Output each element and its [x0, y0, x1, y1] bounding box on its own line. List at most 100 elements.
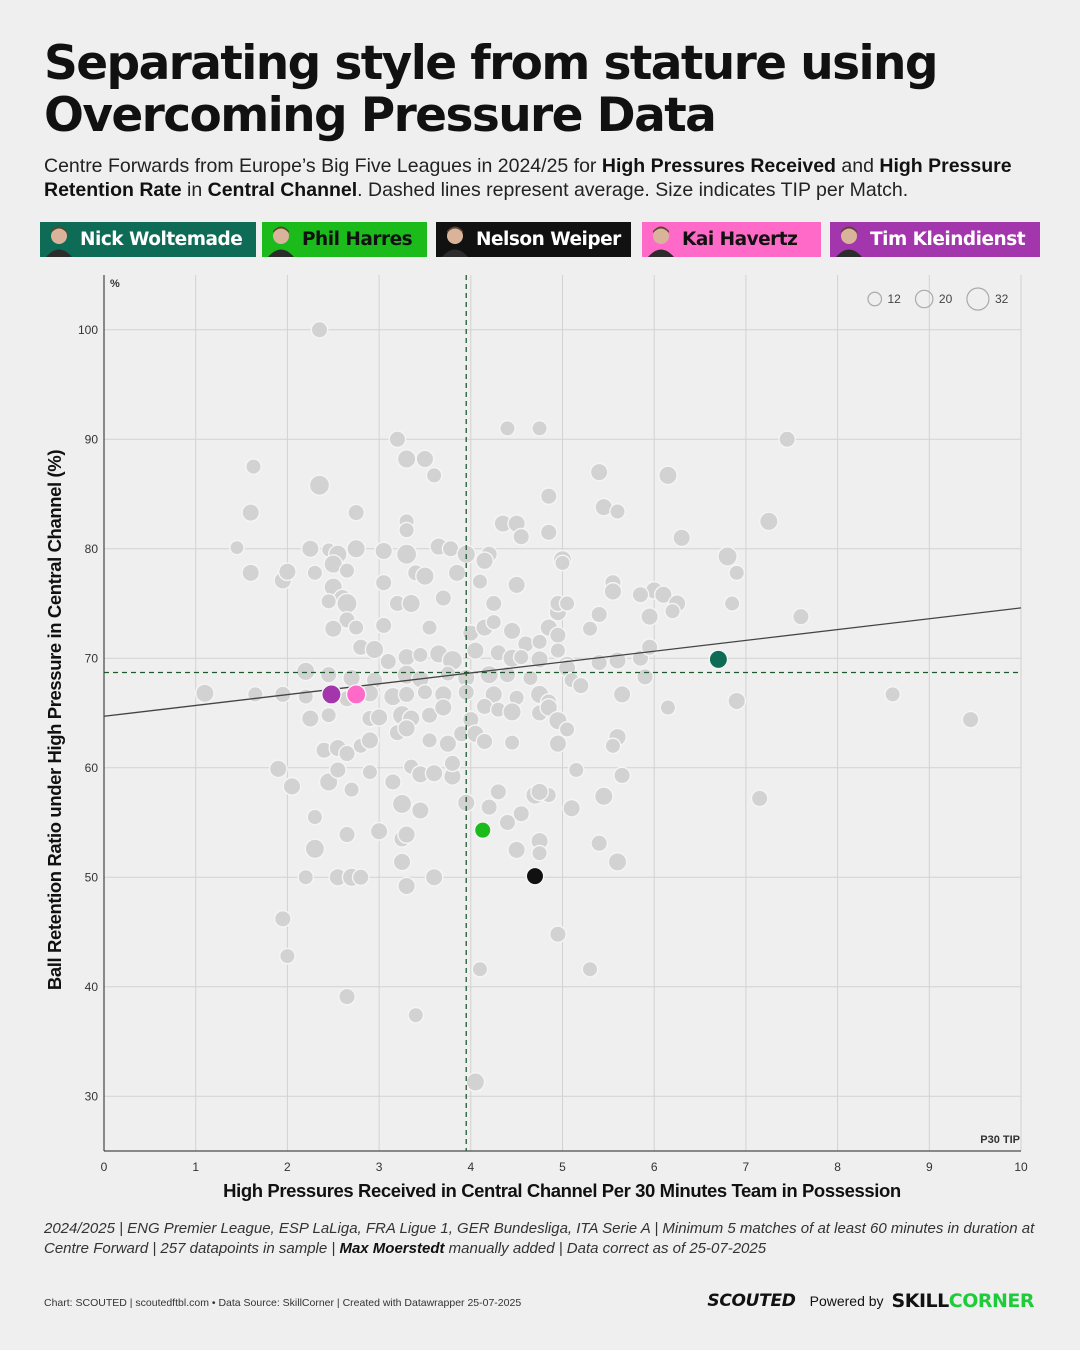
data-point: [636, 667, 654, 686]
highlight-point-tim-kleindienst: [321, 684, 342, 705]
player-chip-nelson-weiper: Nelson Weiper: [436, 222, 631, 257]
notes-text-2: manually added | Data correct as of 25-0…: [444, 1240, 767, 1257]
data-point: [539, 698, 559, 717]
data-point: [512, 804, 531, 823]
data-point: [278, 562, 297, 582]
data-point: [410, 801, 430, 820]
data-point: [369, 821, 389, 841]
data-point: [279, 947, 296, 965]
data-point: [502, 702, 522, 722]
data-point: [659, 699, 677, 716]
title-line-1: Separating style from stature using: [44, 36, 938, 91]
player-chip-tim-kleindienst: Tim Kleindienst: [830, 222, 1040, 257]
data-point: [727, 691, 747, 711]
data-point: [498, 813, 517, 832]
data-point: [604, 737, 622, 755]
subtitle-bold-3: Central Channel: [207, 179, 358, 201]
data-point: [522, 669, 539, 687]
x-tick-label: 10: [1014, 1160, 1028, 1174]
data-point: [750, 789, 769, 808]
data-point: [397, 876, 417, 896]
data-point: [539, 523, 558, 542]
data-point: [603, 582, 623, 601]
data-point: [549, 626, 567, 645]
trend-line: [103, 607, 1022, 717]
data-point: [485, 613, 503, 631]
data-point: [241, 563, 261, 583]
data-point: [613, 766, 632, 785]
x-tick-label: 7: [743, 1160, 750, 1174]
data-point: [581, 960, 599, 978]
size-legend-circle: [867, 291, 883, 307]
data-point: [961, 710, 980, 729]
data-point: [229, 539, 245, 556]
subtitle-text-2: and: [835, 155, 880, 177]
data-point: [397, 685, 416, 704]
data-point: [364, 639, 385, 660]
data-point: [549, 925, 567, 944]
player-name: Kai Havertz: [682, 229, 798, 250]
data-point: [351, 868, 370, 887]
title-line-2: Overcoming Pressure Data: [44, 88, 717, 143]
data-point: [503, 734, 521, 751]
x-tick-label: 4: [467, 1160, 474, 1174]
data-point: [295, 661, 316, 682]
data-point: [792, 607, 810, 626]
x-tick-label: 3: [376, 1160, 383, 1174]
highlight-point-nick-woltemade: [708, 649, 729, 670]
data-point: [609, 503, 626, 520]
data-point: [512, 527, 531, 546]
page-title: Separating style from stature using Over…: [44, 38, 1044, 142]
data-point: [653, 585, 673, 605]
highlight-point-phil-harres: [473, 821, 492, 840]
x-axis-title: High Pressures Received in Central Chann…: [223, 1180, 901, 1201]
size-legend-label: 12: [887, 292, 901, 306]
data-point: [338, 562, 356, 580]
data-point: [531, 844, 548, 862]
data-point: [241, 503, 261, 523]
chart-notes: 2024/2025 | ENG Premier League, ESP LaLi…: [44, 1219, 1044, 1259]
data-point: [475, 732, 494, 751]
data-point: [374, 616, 393, 635]
data-point: [273, 909, 292, 928]
data-point: [424, 867, 444, 887]
player-name: Nick Woltemade: [80, 229, 243, 250]
data-point: [360, 730, 380, 750]
y-axis-title: Ball Retention Ratio under High Pressure…: [44, 450, 65, 990]
data-point: [407, 1006, 425, 1024]
data-point: [391, 793, 413, 815]
player-name: Tim Kleindienst: [870, 229, 1026, 250]
player-photo-icon: [44, 224, 74, 257]
data-point: [361, 763, 379, 781]
data-point: [434, 589, 453, 607]
notes-text-1: 2024/2025 | ENG Premier League, ESP LaLi…: [44, 1220, 1035, 1257]
data-point: [421, 732, 438, 749]
data-point: [439, 665, 457, 682]
y-tick-label: 30: [85, 1089, 99, 1103]
x-tick-label: 6: [651, 1160, 658, 1174]
data-point: [554, 554, 571, 572]
data-point: [589, 462, 609, 482]
data-point: [369, 707, 389, 727]
scouted-logo: SCOUTED: [707, 1291, 796, 1311]
data-point: [304, 838, 326, 860]
data-point: [411, 646, 429, 664]
data-point: [723, 595, 741, 612]
data-point: [401, 593, 422, 614]
data-point: [447, 563, 467, 583]
player-chip-kai-havertz: Kai Havertz: [642, 222, 821, 257]
data-point: [539, 487, 558, 506]
data-point: [346, 538, 367, 559]
size-legend-label: 20: [939, 292, 953, 306]
data-point: [590, 834, 609, 853]
data-point: [498, 665, 517, 684]
skillcorner-logo-part-a: SKILL: [891, 1290, 950, 1312]
data-point: [778, 430, 797, 449]
size-legend-circle: [966, 287, 990, 311]
player-name: Nelson Weiper: [476, 229, 621, 250]
data-point: [383, 773, 402, 791]
data-point: [558, 721, 576, 738]
data-point: [195, 683, 215, 704]
data-point: [424, 763, 444, 783]
scatter-chart: 0 1 2 3 4 5 6 7 8 9 10 30 40 50 60 70 80 90 100% P30 TIP 12 2…: [0, 260, 1080, 1220]
